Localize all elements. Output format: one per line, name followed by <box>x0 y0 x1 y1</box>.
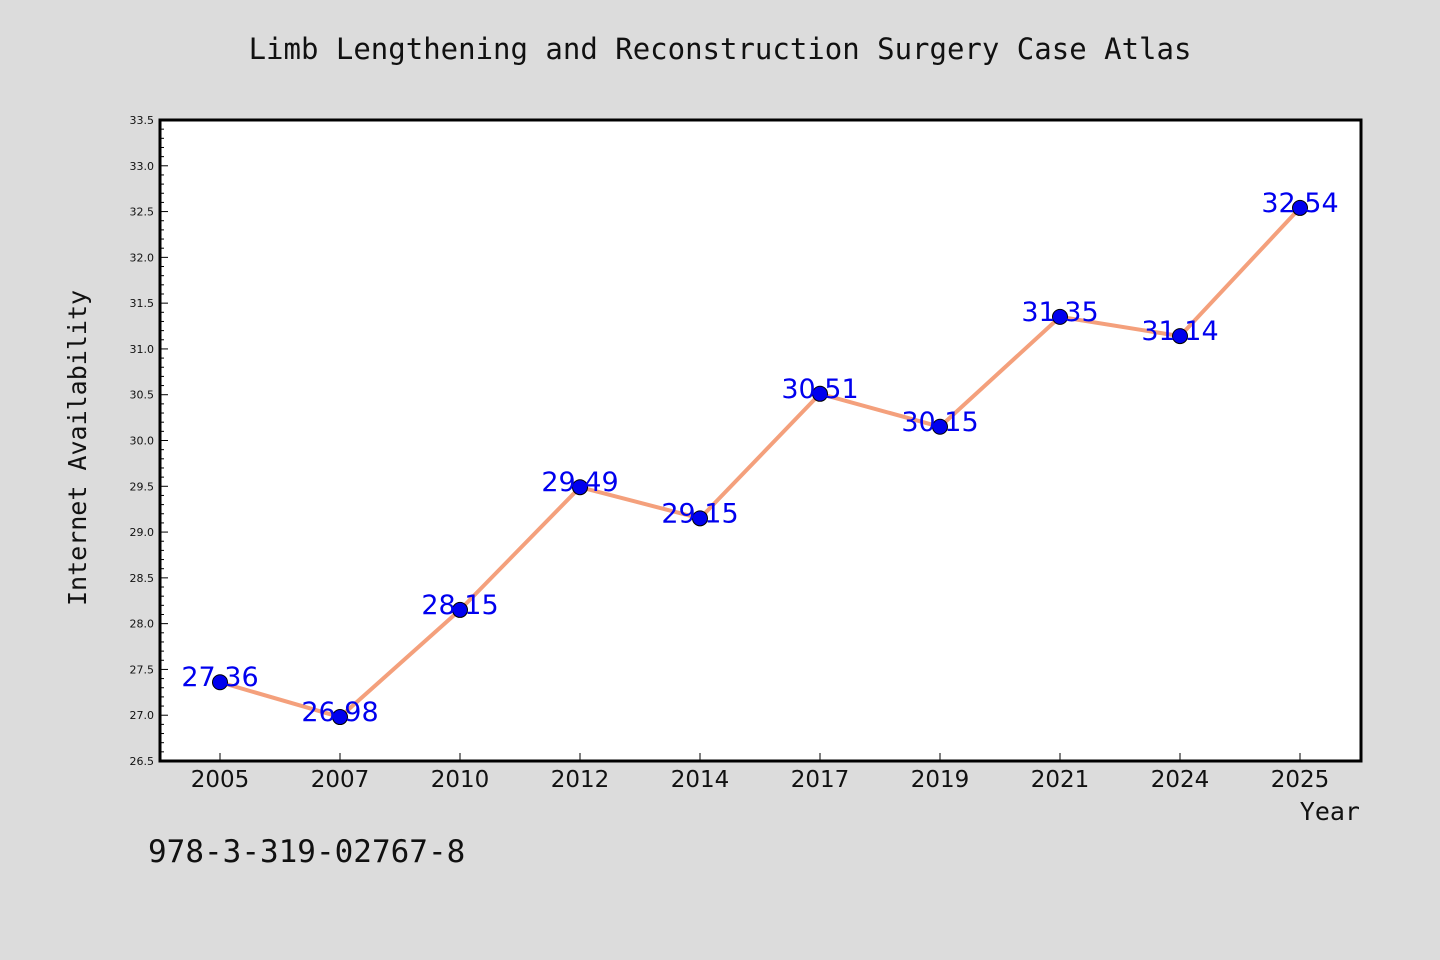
data-label: 31.14 <box>1141 316 1218 347</box>
x-tick-label: 2005 <box>191 767 250 793</box>
y-axis-label: Internet Availability <box>63 290 92 606</box>
y-tick-label: 32.0 <box>130 251 155 264</box>
data-label: 32.54 <box>1261 188 1338 219</box>
x-axis-label: Year <box>1300 797 1360 826</box>
data-point <box>1052 308 1068 325</box>
x-tick-label: 2021 <box>1031 767 1090 793</box>
data-point <box>812 385 828 402</box>
y-tick-label: 27.5 <box>130 663 155 676</box>
data-point <box>452 601 468 618</box>
series-line <box>218 205 1302 720</box>
x-tick-label: 2025 <box>1271 767 1330 793</box>
data-point <box>332 709 348 726</box>
plot-area <box>158 118 1363 763</box>
data-label: 27.36 <box>181 662 258 693</box>
x-tick-label: 2007 <box>311 767 370 793</box>
y-tick-label: 29.0 <box>130 526 155 539</box>
data-point <box>692 510 708 527</box>
data-label: 29.15 <box>661 498 738 529</box>
x-tick-label: 2014 <box>671 767 730 793</box>
y-tick-label: 27.0 <box>130 709 155 722</box>
data-point <box>1292 199 1308 216</box>
data-point <box>932 418 948 435</box>
y-tick-label: 32.5 <box>130 206 155 219</box>
x-tick-label: 2010 <box>431 767 490 793</box>
x-tick-label: 2017 <box>791 767 850 793</box>
data-label: 28.15 <box>421 590 498 621</box>
x-tick-label: 2012 <box>551 767 610 793</box>
isbn-footer: 978-3-319-02767-8 <box>148 834 466 870</box>
y-tick-label: 28.5 <box>130 572 155 585</box>
x-tick-label: 2019 <box>911 767 970 793</box>
y-tick-label: 31.0 <box>130 343 155 356</box>
y-tick-label: 30.0 <box>130 435 155 448</box>
data-point <box>572 479 588 496</box>
data-label: 30.51 <box>781 374 858 405</box>
data-label: 26.98 <box>301 697 378 728</box>
data-label: 31.35 <box>1021 297 1098 328</box>
data-point <box>1172 328 1188 345</box>
chart-title: Limb Lengthening and Reconstruction Surg… <box>248 32 1192 66</box>
y-tick-label: 33.5 <box>130 114 155 127</box>
y-tick-label: 28.0 <box>130 618 155 631</box>
x-tick-label: 2024 <box>1151 767 1210 793</box>
data-label: 30.15 <box>901 407 978 438</box>
y-tick-label: 33.0 <box>130 160 155 173</box>
x-axis: 2005 2007 2010 2012 2014 2017 2019 2021 2024 2025 <box>191 753 1330 793</box>
y-axis: 26.5 27.0 27.5 28.0 28.5 29.0 29.5 30.0 30.5 31.0… <box>130 114 168 768</box>
y-tick-label: 26.5 <box>130 755 155 768</box>
y-tick-label: 31.5 <box>130 297 155 310</box>
series-layer: 27.36 26.98 28.15 29.49 29.15 30.51 30.15 31.35… <box>181 188 1338 728</box>
y-tick-label: 30.5 <box>130 389 155 402</box>
data-label: 29.49 <box>541 467 618 498</box>
data-point <box>212 674 228 691</box>
y-tick-label: 29.5 <box>130 480 155 493</box>
